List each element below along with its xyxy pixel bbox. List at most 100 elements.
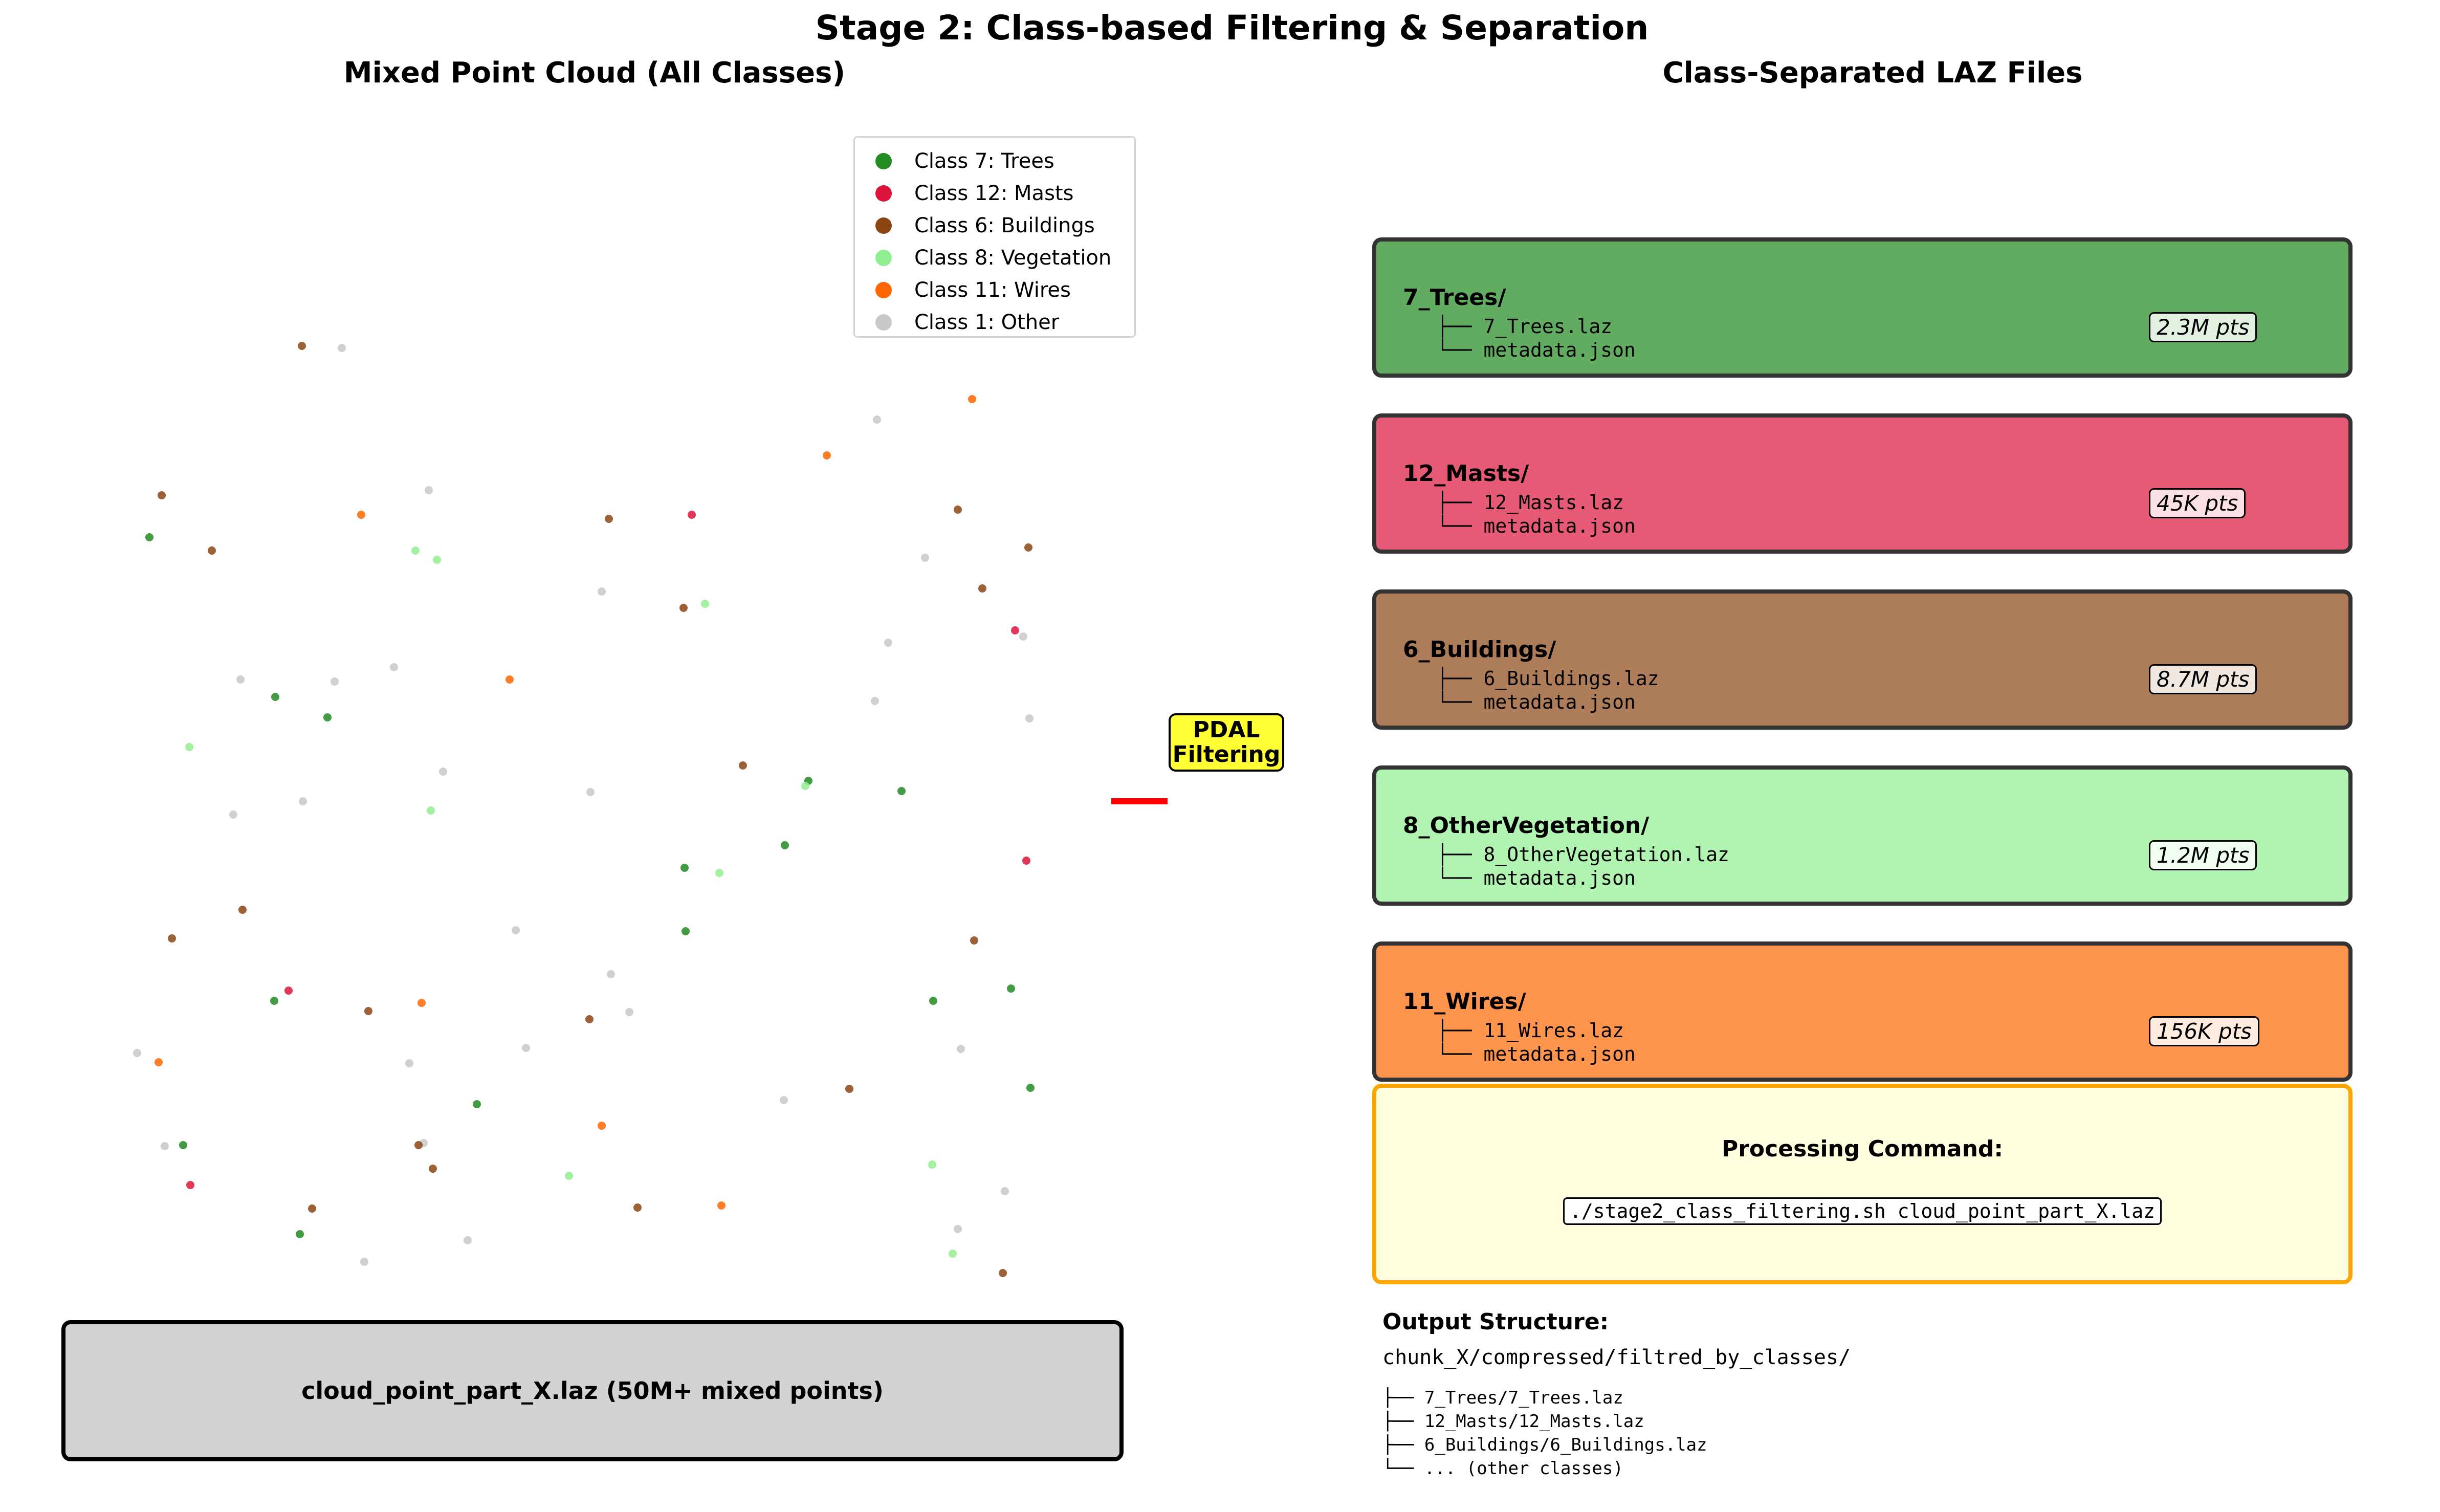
point-dot bbox=[433, 556, 441, 564]
point-dot bbox=[739, 761, 747, 770]
point-dot bbox=[682, 927, 690, 935]
point-dot bbox=[1024, 543, 1032, 552]
legend-entry: Class 12: Masts bbox=[875, 178, 1073, 209]
legend-entry: Class 6: Buildings bbox=[875, 210, 1095, 241]
command-code: ./stage2_class_filtering.sh cloud_point_… bbox=[1563, 1197, 2162, 1225]
class-folder-name: 8_OtherVegetation/ bbox=[1403, 813, 1650, 839]
point-dot bbox=[439, 768, 447, 776]
point-dot bbox=[625, 1008, 633, 1016]
point-dot bbox=[425, 486, 433, 494]
arrow-icon bbox=[1111, 798, 1168, 804]
legend-label: Class 6: Buildings bbox=[914, 214, 1095, 237]
class-metadata-file: └── metadata.json bbox=[1437, 691, 1636, 713]
class-point-count: 156K pts bbox=[2149, 1016, 2260, 1046]
class-laz-file: ├── 11_Wires.laz bbox=[1437, 1019, 1624, 1042]
right-panel-title: Class-Separated LAZ Files bbox=[1662, 56, 2083, 90]
class-laz-file: ├── 6_Buildings.laz bbox=[1437, 667, 1659, 690]
point-dot bbox=[715, 869, 723, 877]
class-point-count: 45K pts bbox=[2149, 488, 2246, 518]
output-line: └── ... (other classes) bbox=[1382, 1458, 1623, 1479]
point-dot bbox=[296, 1230, 304, 1238]
legend-entry: Class 8: Vegetation bbox=[875, 243, 1111, 273]
point-dot bbox=[598, 587, 606, 596]
class-folder-box: 11_Wires/ ├── 11_Wires.laz └── metadata.js… bbox=[1372, 941, 2353, 1082]
point-dot bbox=[949, 1250, 957, 1258]
class-folder-name: 6_Buildings/ bbox=[1403, 637, 1556, 663]
class-folder-box: 6_Buildings/ ├── 6_Buildings.laz └── metad… bbox=[1372, 589, 2353, 730]
point-dot bbox=[970, 936, 978, 945]
point-dot bbox=[928, 1160, 936, 1169]
point-dot bbox=[238, 906, 247, 914]
point-dot bbox=[133, 1049, 141, 1057]
output-structure-title: Output Structure: bbox=[1382, 1309, 1609, 1335]
point-dot bbox=[357, 511, 365, 519]
point-dot bbox=[929, 997, 937, 1005]
point-dot bbox=[605, 515, 613, 523]
point-dot bbox=[338, 344, 346, 352]
point-dot bbox=[208, 546, 216, 555]
point-dot bbox=[871, 697, 879, 705]
point-dot bbox=[679, 604, 688, 612]
legend-label: Class 8: Vegetation bbox=[914, 246, 1112, 270]
point-dot bbox=[921, 554, 929, 562]
point-dot bbox=[968, 395, 976, 403]
point-dot bbox=[229, 810, 237, 819]
point-dot bbox=[565, 1172, 573, 1180]
point-dot bbox=[633, 1203, 642, 1212]
left-panel-title: Mixed Point Cloud (All Classes) bbox=[343, 56, 846, 90]
point-dot bbox=[954, 506, 962, 514]
point-dot bbox=[299, 797, 307, 805]
point-dot bbox=[978, 584, 986, 593]
class-laz-file: ├── 8_OtherVegetation.laz bbox=[1437, 843, 1729, 866]
point-dot bbox=[186, 1181, 194, 1189]
point-dot bbox=[270, 997, 278, 1005]
point-dot bbox=[1025, 714, 1034, 722]
output-path: chunk_X/compressed/filtred_by_classes/ bbox=[1382, 1346, 1851, 1369]
point-dot bbox=[957, 1045, 965, 1053]
legend-label: Class 1: Other bbox=[914, 311, 1060, 334]
output-line: ├── 7_Trees/7_Trees.laz bbox=[1382, 1388, 1623, 1408]
point-dot bbox=[586, 788, 595, 796]
point-dot bbox=[897, 787, 906, 795]
point-dot bbox=[1026, 1084, 1035, 1092]
class-point-count: 1.2M pts bbox=[2149, 840, 2257, 870]
class-metadata-file: └── metadata.json bbox=[1437, 339, 1636, 361]
point-dot bbox=[405, 1059, 413, 1067]
class-point-count: 8.7M pts bbox=[2149, 664, 2257, 694]
point-dot bbox=[308, 1204, 316, 1213]
class-point-count: 2.3M pts bbox=[2149, 312, 2257, 342]
point-dot bbox=[823, 451, 831, 459]
point-dot bbox=[145, 533, 153, 541]
legend-dot-icon bbox=[875, 153, 892, 169]
legend-label: Class 11: Wires bbox=[914, 278, 1071, 302]
point-dot bbox=[168, 934, 176, 943]
output-line: ├── 6_Buildings/6_Buildings.laz bbox=[1382, 1435, 1707, 1455]
class-folder-name: 11_Wires/ bbox=[1403, 989, 1526, 1015]
point-dot bbox=[464, 1236, 472, 1244]
point-dot bbox=[505, 675, 514, 684]
point-dot bbox=[427, 806, 435, 815]
point-dot bbox=[717, 1201, 726, 1210]
point-dot bbox=[429, 1165, 437, 1173]
point-dot bbox=[1011, 626, 1019, 634]
legend-entry: Class 11: Wires bbox=[875, 275, 1071, 305]
point-dot bbox=[512, 926, 520, 934]
point-dot bbox=[411, 546, 420, 555]
point-dot bbox=[585, 1015, 593, 1023]
pdal-label-line1: PDAL bbox=[1193, 717, 1260, 743]
point-dot bbox=[781, 841, 789, 849]
legend-entry: Class 7: Trees bbox=[875, 146, 1054, 177]
pdal-label-line2: Filtering bbox=[1172, 741, 1281, 768]
class-folder-box: 7_Trees/ ├── 7_Trees.laz └── metadata.json… bbox=[1372, 237, 2353, 378]
point-dot bbox=[390, 663, 398, 671]
point-dot bbox=[360, 1258, 368, 1266]
legend-dot-icon bbox=[875, 314, 892, 331]
point-dot bbox=[155, 1058, 163, 1066]
point-dot bbox=[1022, 857, 1030, 865]
point-dot bbox=[1019, 632, 1027, 641]
point-dot bbox=[607, 970, 615, 978]
point-dot bbox=[801, 782, 809, 790]
legend: Class 7: Trees Class 12: Masts Class 6: Bu… bbox=[853, 136, 1136, 338]
legend-label: Class 7: Trees bbox=[914, 149, 1054, 173]
